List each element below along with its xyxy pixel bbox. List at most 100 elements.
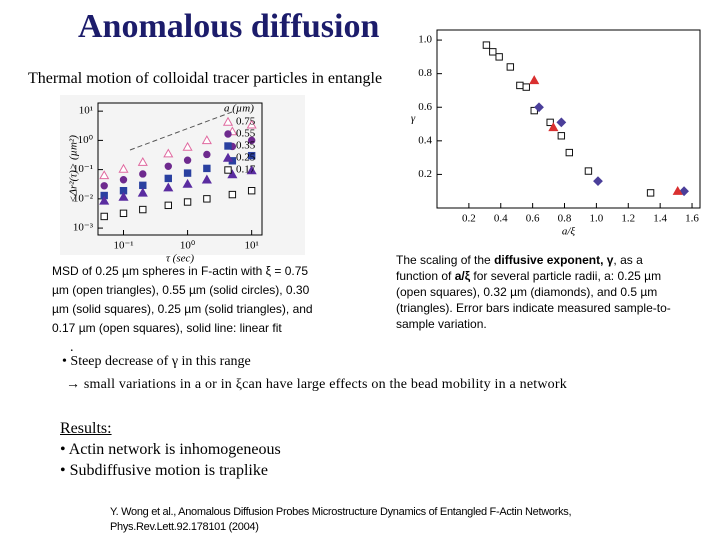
caption-line: µm (open triangles), 0.55 µm (solid circ… [52,283,310,297]
y-tick-label: 10⁻² [73,192,94,204]
y-tick-label: 0.8 [418,67,432,79]
data-point [584,167,593,175]
y-tick-label: 0.4 [418,134,432,146]
data-point [228,190,237,199]
data-point [164,162,172,170]
x-tick-label: 0.8 [558,213,572,225]
y-tick-label: 1.0 [418,34,432,46]
y-tick-label: 10⁻³ [73,222,94,234]
data-point [593,176,603,187]
results-item: • Subdiffusive motion is traplike [60,462,268,479]
x-axis-label: τ (sec) [166,253,194,265]
caption-line: 0.17 µm (open squares), solid line: line… [52,321,282,335]
data-point [246,165,257,175]
data-point [163,182,174,192]
legend-label: 0.35 [236,140,256,152]
results-heading: Results: [60,420,112,437]
data-point [201,174,212,184]
data-point [183,198,192,206]
caption-text: The scaling of the [396,253,495,267]
arrow-line: → small variations in a or in ξcan have … [66,377,567,392]
data-point [247,187,256,195]
data-point [534,102,544,113]
legend-marker [224,130,232,138]
data-point [99,195,110,205]
data-point [119,209,128,218]
legend-label: 0.55 [236,128,256,140]
data-point [183,169,192,177]
data-point [164,201,172,210]
legend-label: 0.17 [236,164,256,176]
data-point [183,156,192,164]
data-point [182,141,193,151]
data-point [247,136,256,145]
y-tick-label: 10⁻¹ [73,163,93,175]
plot-frame [436,29,701,209]
figure-bg [60,95,305,255]
y-axis-label: <Δr²(τ)> (µm²) [68,135,80,203]
legend-marker [222,152,234,162]
data-point [119,176,128,184]
x-tick-label: 1.6 [685,213,699,225]
x-tick-label: 0.2 [462,213,476,225]
data-point [565,148,573,157]
fit-line [129,111,233,151]
data-point [118,163,129,173]
y-tick-label: 10⁰ [78,134,94,146]
data-point [495,53,503,61]
data-point [247,151,256,160]
data-point [182,178,193,188]
data-point [646,189,655,197]
citation: Y. Wong et al., Anomalous Diffusion Prob… [110,506,572,533]
y-tick-label: 0.2 [418,168,432,180]
right-caption: The scaling of the diffusive exponent, γ… [396,252,686,332]
caption-text: for several particle radii, a: 0.25 µm (… [396,269,671,331]
x-tick-label: 10⁰ [180,240,196,252]
data-point [164,174,172,183]
data-point [139,181,147,190]
data-point [522,83,530,91]
data-point [203,150,211,159]
x-axis-label: a/ξ [562,226,576,238]
x-tick-label: 1.2 [621,213,635,225]
x-tick-label: 1.0 [590,213,604,225]
legend-marker [222,116,234,126]
data-point [246,119,257,129]
data-point [137,187,148,197]
data-point [139,205,147,214]
plot-frame [97,102,263,236]
dot: . [70,340,74,355]
data-point [557,132,566,140]
data-point [489,48,497,56]
caption-bold: diffusive exponent, γ [494,253,614,267]
legend-marker [224,142,232,150]
data-point [506,63,515,71]
legend-label: 0.25 [236,152,256,164]
x-tick-label: 0.6 [526,213,540,225]
caption-line: MSD of 0.25 µm spheres in F-actin with ξ… [52,264,309,278]
y-axis-label: γ [411,113,416,125]
caption-line: µm (solid squares), 0.25 µm (solid trian… [52,302,313,316]
data-point [137,156,148,166]
data-point [118,191,129,201]
data-point [679,186,689,197]
data-point [203,164,211,173]
data-point [556,117,567,128]
caption-text: , as a function of [396,253,643,283]
data-point [548,122,559,132]
data-point [201,135,212,145]
subtitle: Thermal motion of colloidal tracer parti… [28,70,383,87]
y-tick-label: 0.6 [418,101,432,113]
results-item: • Actin network is inhomogeneous [60,441,281,458]
data-point [529,75,540,85]
data-point [516,81,524,90]
data-point [672,185,683,195]
x-tick-label: 0.4 [494,213,508,225]
data-point [99,170,110,180]
legend-label: 0.75 [236,116,256,128]
data-point [227,169,238,179]
data-point [139,170,147,178]
data-point [530,106,538,115]
